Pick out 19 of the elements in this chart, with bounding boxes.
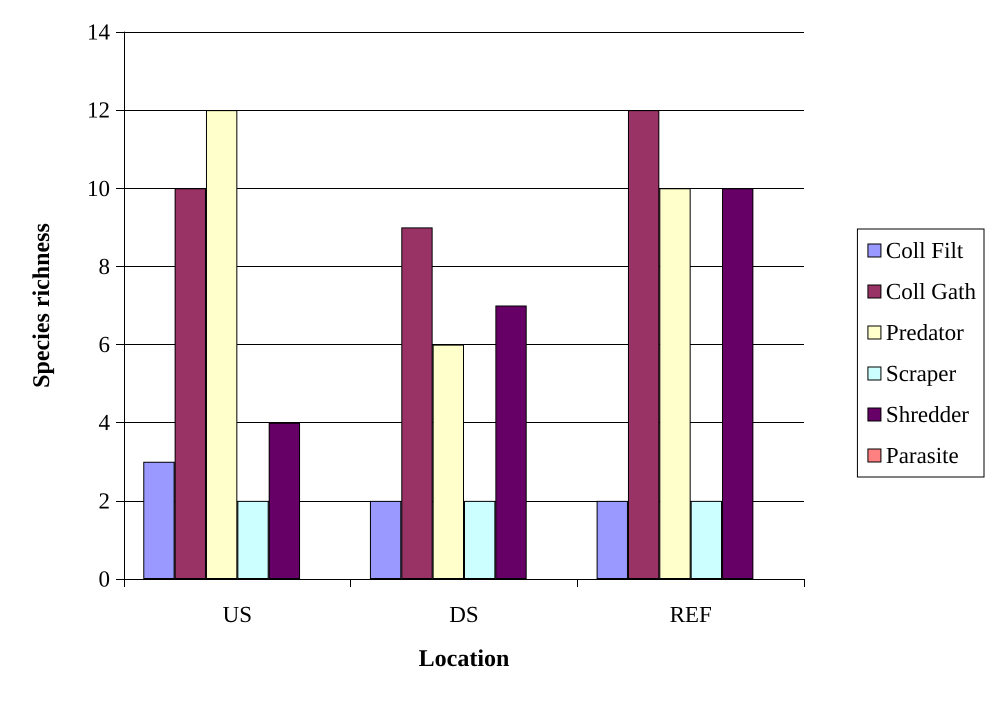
y-tick-label: 10 [87, 176, 110, 201]
y-tick-label: 4 [98, 410, 110, 436]
y-tick-label: 2 [98, 488, 110, 514]
y-tick-label: 14 [87, 20, 110, 44]
x-axis-title: Location [418, 646, 510, 672]
y-tick-label: 0 [98, 566, 110, 592]
legend-label: Predator [886, 320, 964, 345]
legend-label: Coll Gath [886, 279, 976, 304]
y-tick-label: 6 [98, 332, 110, 358]
legend-label: Scraper [886, 361, 956, 386]
legend-label: Coll Filt [886, 238, 964, 263]
x-tick-label: US [222, 602, 252, 627]
legend-label: Shredder [886, 402, 970, 427]
x-tick-label: DS [449, 602, 479, 627]
y-tick-label: 8 [98, 254, 110, 279]
y-axis-title: Species richness [29, 223, 55, 388]
legend-label: Parasite [886, 443, 959, 468]
x-tick-label: REF [670, 602, 712, 627]
y-tick-label: 12 [87, 98, 110, 123]
